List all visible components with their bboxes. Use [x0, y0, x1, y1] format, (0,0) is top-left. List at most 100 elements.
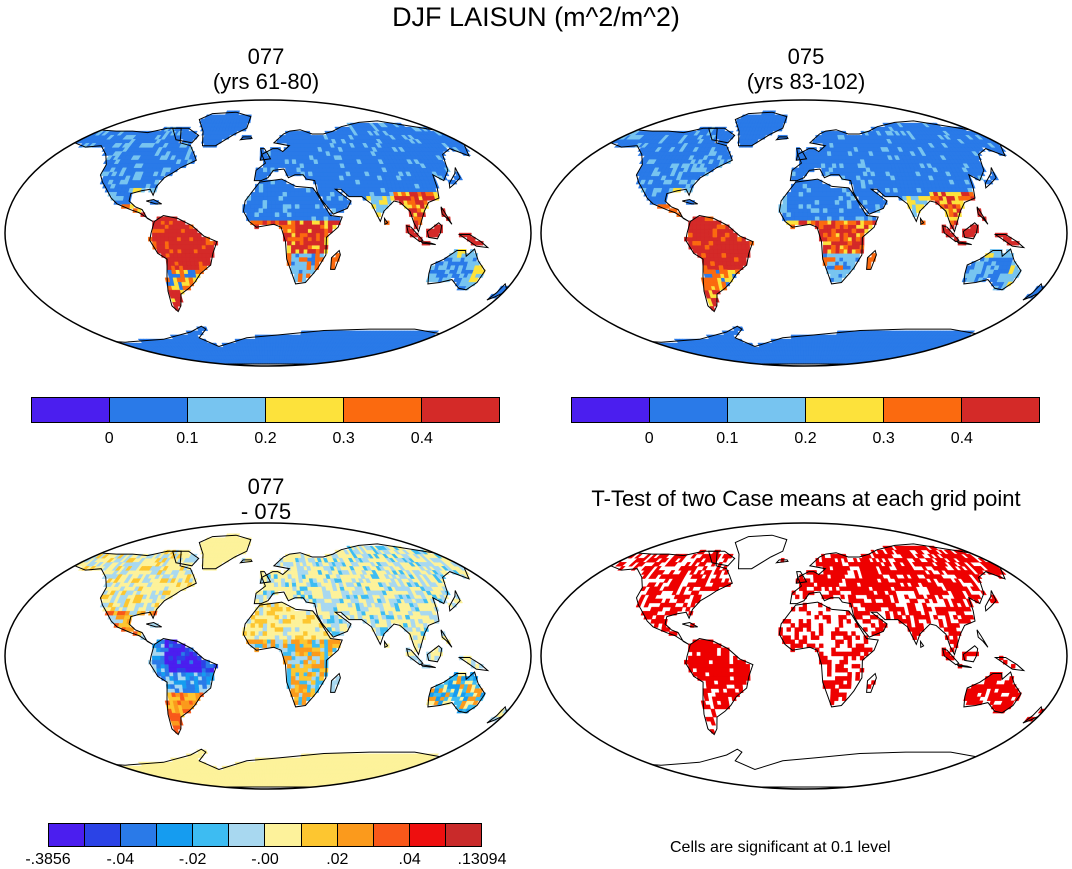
coastline-north-america [609, 550, 733, 645]
coastline-borneo [426, 645, 443, 663]
panel3-title-line1: 077 [247, 474, 285, 499]
coastline-australia [963, 671, 1022, 714]
coastline-java [419, 240, 436, 246]
land-cells [72, 533, 510, 787]
coastline-greenland [198, 534, 252, 570]
coastline-north-america [609, 127, 733, 222]
colorbar-difference [48, 823, 482, 847]
map-panel-077 [4, 99, 532, 367]
coastline-japan [984, 167, 997, 189]
colorbar-tick-label: 0.3 [872, 430, 895, 447]
land-cells [608, 110, 1046, 364]
colorbar-swatch [409, 824, 446, 846]
colorbar-tick-label: -.3856 [25, 851, 71, 868]
colorbar-swatch [373, 824, 410, 846]
coastline-borneo [426, 222, 443, 240]
panel3-title: 077 - 075 [146, 474, 386, 524]
colorbar-swatch [49, 824, 86, 846]
coastline-greenland [734, 111, 788, 147]
colorbar-swatch [884, 398, 962, 422]
colorbar-tick-label: .04 [398, 851, 421, 868]
coastline-philippines [976, 206, 989, 225]
colorbar-tick-label: 0.4 [950, 430, 973, 447]
coastline-new-guinea [457, 657, 490, 672]
colorbar-swatch [650, 398, 728, 422]
colorbar-swatch [121, 824, 158, 846]
coastline-africa [242, 178, 343, 285]
coastline-iceland [239, 559, 253, 564]
coastline-cuba [682, 198, 698, 205]
coastlines [609, 534, 1044, 788]
map-border [540, 99, 1068, 367]
coastline-sumatra [942, 647, 960, 666]
coastline-baffin [708, 127, 736, 144]
colorbar-swatch [265, 824, 302, 846]
coastline-eurasia [789, 120, 1011, 233]
colorbar-swatch [301, 824, 338, 846]
coastline-new-guinea [457, 234, 490, 249]
colorbar-tick-label: 0 [644, 430, 654, 447]
colorbar-075 [571, 397, 1040, 423]
coastline-madagascar [866, 249, 877, 270]
colorbar-tick-label: -.04 [106, 851, 135, 868]
colorbar-swatch [157, 824, 194, 846]
colorbar-swatch [422, 398, 499, 422]
colorbar-swatch [337, 824, 374, 846]
coastline-baffin [172, 127, 200, 144]
coastline-iceland [239, 136, 253, 141]
colorbar-tick-label: -.00 [251, 851, 279, 868]
coastline-cuba [682, 621, 698, 628]
map-border [4, 522, 532, 790]
coastline-australia [427, 248, 486, 291]
land-cells [609, 545, 1046, 734]
coastline-iceland [775, 136, 789, 141]
grid-cells [609, 545, 1046, 734]
grid-cells [616, 122, 1022, 291]
coastline-greenland [198, 111, 252, 147]
coastline-philippines [440, 206, 453, 225]
colorbar-swatch [266, 398, 344, 422]
coastline-japan [984, 590, 997, 612]
coastline-baffin [708, 550, 736, 567]
colorbar-tick-label: .02 [326, 851, 349, 868]
panel1-title-line1: 077 [247, 44, 285, 69]
coastline-iceland [775, 559, 789, 564]
colorbar-tick-label: .13094 [457, 851, 507, 868]
coastline-madagascar [330, 249, 341, 270]
coastline-madagascar [330, 672, 341, 693]
panel4-title: T-Test of two Case means at each grid po… [536, 486, 1072, 511]
colorbar-tick-label: -.02 [178, 851, 207, 868]
coastline-south-america [685, 637, 754, 736]
colorbar-tick-label: 0.2 [254, 430, 277, 447]
coastline-baffin [172, 550, 200, 567]
coastline-eurasia [253, 543, 475, 656]
colorbar-swatch [85, 824, 122, 846]
map-border [540, 522, 1068, 790]
coastline-africa [778, 601, 879, 708]
coastline-borneo [962, 222, 979, 240]
coastline-japan [448, 167, 461, 189]
coastline-philippines [976, 629, 989, 648]
coastline-south-america [149, 637, 218, 736]
coastline-philippines [440, 629, 453, 648]
coastline-sri-lanka [919, 216, 925, 226]
colorbar-swatch [962, 398, 1039, 422]
panel2-title-line1: 075 [787, 44, 825, 69]
coastline-uk [795, 571, 808, 584]
panel4-title-line1: T-Test of two Case means at each grid po… [591, 486, 1021, 511]
coastline-north-america [73, 550, 197, 645]
panel2-title-line2: (yrs 83-102) [746, 69, 866, 94]
colorbar-077 [31, 397, 500, 423]
coastline-madagascar [866, 672, 877, 693]
coastline-java [955, 663, 972, 669]
colorbar-swatch [445, 824, 481, 846]
significance-note: Cells are significant at 0.1 level [670, 839, 891, 856]
coastline-australia [963, 248, 1022, 291]
coastline-uk [259, 571, 272, 584]
colorbar-tick-label: 0 [104, 430, 114, 447]
coastline-new-guinea [993, 657, 1026, 672]
colorbar-swatch [188, 398, 266, 422]
colorbar-swatch [110, 398, 188, 422]
grid-cells [168, 639, 219, 673]
coastline-eurasia [789, 543, 1011, 656]
